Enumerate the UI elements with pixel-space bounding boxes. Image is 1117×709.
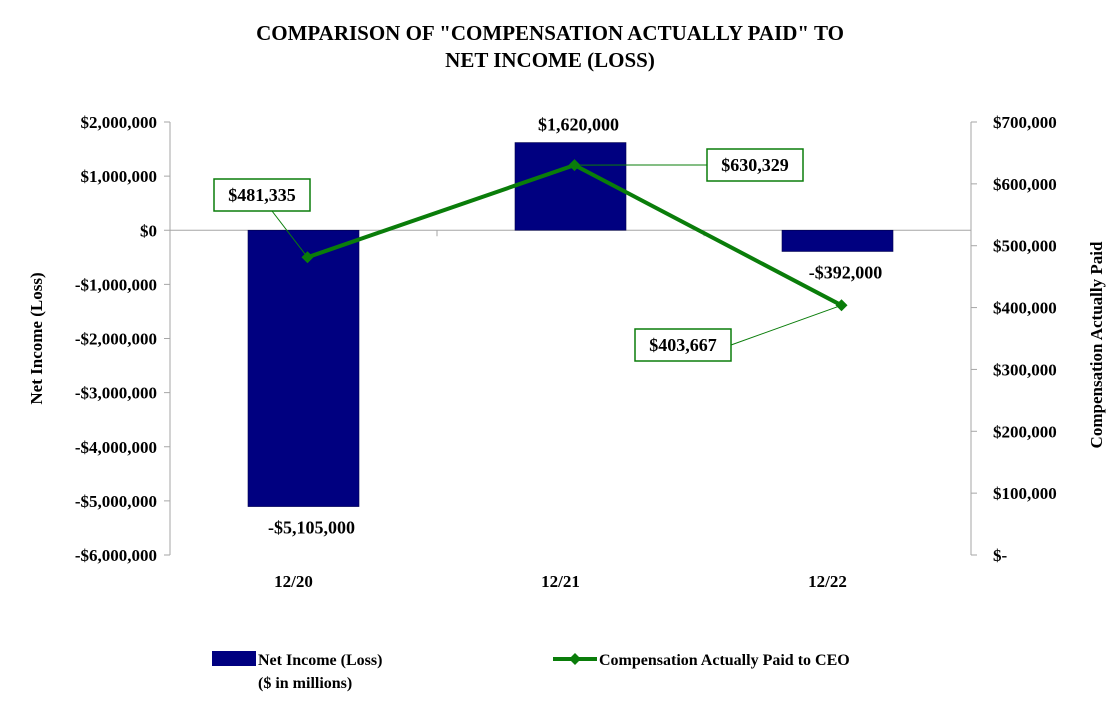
bar-12/22 (781, 229, 894, 252)
bar-series (247, 142, 894, 507)
callout-box (213, 178, 311, 212)
right-tick-label: $600,000 (993, 175, 1057, 194)
chart-title: COMPARISON OF "COMPENSATION ACTUALLY PAI… (256, 21, 844, 72)
bar-data-label: -$392,000 (809, 262, 883, 282)
left-tick-label: $1,000,000 (81, 167, 158, 186)
chart-title-line-2: NET INCOME (LOSS) (445, 48, 655, 72)
legend-bar-swatch (212, 651, 256, 666)
legend-line-label: Compensation Actually Paid to CEO (599, 652, 850, 669)
data-labels: -$5,105,000 $1,620,000 -$392,000 $481,335 $6… (213, 115, 883, 538)
right-tick-label: $- (993, 546, 1008, 565)
legend-bar-label: Net Income (Loss) (258, 652, 382, 669)
bar-12/21 (514, 142, 627, 231)
right-tick-label: $700,000 (993, 113, 1057, 132)
right-tick-label: $500,000 (993, 237, 1057, 256)
x-tick-label: 12/21 (541, 572, 580, 591)
chart-title-line-1: COMPARISON OF "COMPENSATION ACTUALLY PAI… (256, 21, 844, 45)
legend: Net Income (Loss) ($ in millions) Compensa… (212, 651, 850, 692)
bar-data-label: -$5,105,000 (268, 518, 355, 538)
callout-box (634, 328, 732, 362)
left-tick-label: -$1,000,000 (75, 275, 157, 294)
legend-line-marker (569, 653, 581, 665)
legend-bar-label: ($ in millions) (258, 675, 352, 692)
left-axis-label: Net Income (Loss) (27, 272, 46, 404)
right-tick-label: $100,000 (993, 484, 1057, 503)
right-tick-label: $300,000 (993, 360, 1057, 379)
x-tick-label: 12/22 (808, 572, 847, 591)
right-axis-label: Compensation Actually Paid (1087, 241, 1106, 448)
left-tick-label: -$4,000,000 (75, 438, 157, 457)
line-data-label: $403,667 (649, 335, 717, 355)
left-tick-label: -$6,000,000 (75, 546, 157, 565)
left-tick-label: $0 (140, 221, 157, 240)
bar-data-label: $1,620,000 (538, 115, 619, 135)
left-tick-label: -$2,000,000 (75, 330, 157, 349)
left-tick-label: -$5,000,000 (75, 492, 157, 511)
left-tick-label: -$3,000,000 (75, 384, 157, 403)
right-tick-label: $200,000 (993, 422, 1057, 441)
right-tick-label: $400,000 (993, 299, 1057, 318)
callout-leader-line (271, 210, 308, 258)
axes: $2,000,000 $1,000,000 $0 -$1,000,000 -$2,000… (27, 113, 1106, 591)
x-tick-label: 12/20 (274, 572, 313, 591)
left-tick-label: $2,000,000 (81, 113, 158, 132)
line-data-label: $481,335 (228, 185, 296, 205)
callout-box (706, 148, 804, 182)
bar-12/20 (247, 229, 360, 507)
callout-leader-line (730, 304, 842, 346)
line-data-label: $630,329 (721, 155, 789, 175)
